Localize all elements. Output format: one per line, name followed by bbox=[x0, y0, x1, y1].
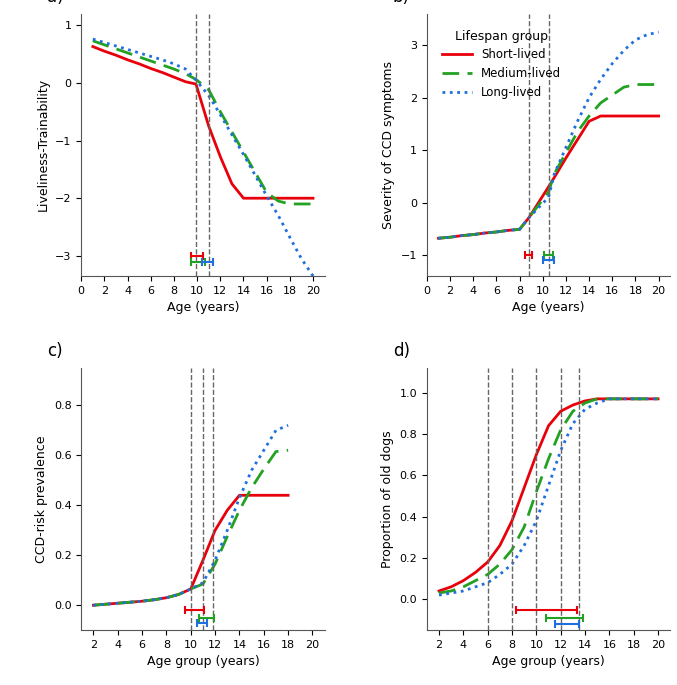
Text: d): d) bbox=[393, 342, 410, 360]
X-axis label: Age (years): Age (years) bbox=[167, 301, 239, 314]
Y-axis label: Proportion of old dogs: Proportion of old dogs bbox=[381, 430, 394, 568]
X-axis label: Age group (years): Age group (years) bbox=[146, 656, 259, 669]
X-axis label: Age group (years): Age group (years) bbox=[492, 656, 605, 669]
Text: b): b) bbox=[393, 0, 410, 6]
Y-axis label: Liveliness-Trainability: Liveliness-Trainability bbox=[37, 78, 49, 212]
Text: c): c) bbox=[47, 342, 63, 360]
Text: a): a) bbox=[47, 0, 64, 6]
Legend: Short-lived, Medium-lived, Long-lived: Short-lived, Medium-lived, Long-lived bbox=[437, 25, 566, 104]
X-axis label: Age (years): Age (years) bbox=[512, 301, 585, 314]
Y-axis label: Severity of CCD symptoms: Severity of CCD symptoms bbox=[383, 61, 395, 229]
Y-axis label: CCD-risk prevalence: CCD-risk prevalence bbox=[35, 435, 48, 563]
